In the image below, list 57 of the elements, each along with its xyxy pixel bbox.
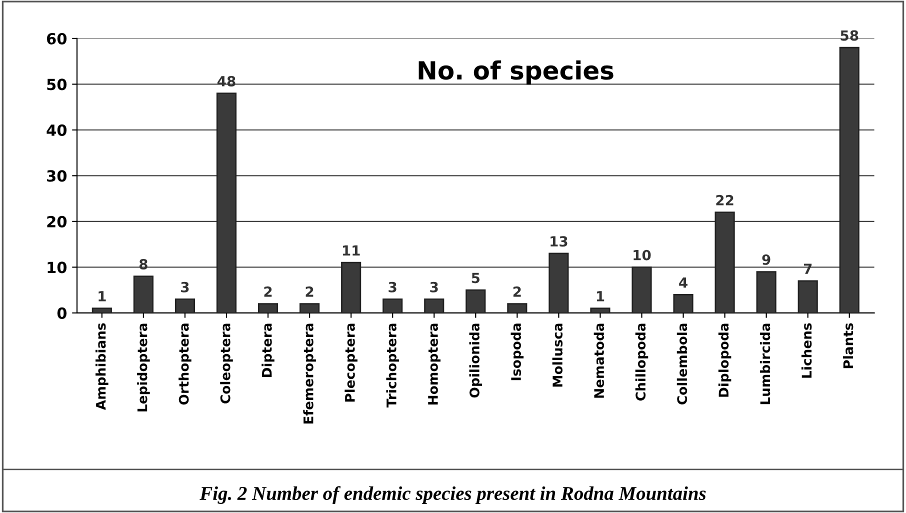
data-label: 2 bbox=[264, 286, 272, 297]
data-label: 22 bbox=[716, 194, 734, 206]
bar bbox=[174, 298, 196, 313]
data-label: 2 bbox=[513, 286, 521, 297]
data-label: 3 bbox=[181, 282, 189, 292]
bar bbox=[424, 298, 444, 313]
x-tick-label: Plants bbox=[842, 323, 854, 368]
x-tick-label: Lichens bbox=[801, 323, 812, 378]
x-tick-label: Isopoda bbox=[510, 324, 524, 380]
data-label: 3 bbox=[430, 282, 438, 292]
x-tick-label: Diptera bbox=[262, 324, 274, 378]
data-label: 58 bbox=[840, 30, 858, 41]
x-tick-label: Trichoptera bbox=[386, 324, 399, 408]
caption: Fig. 2 Number of endemic species present in Rodna Mountains bbox=[200, 486, 706, 504]
data-label: 5 bbox=[472, 272, 480, 284]
bar bbox=[590, 308, 610, 313]
x-tick-label: Amphibians bbox=[96, 323, 108, 410]
data-label: 2 bbox=[306, 286, 314, 297]
text: No. of species bbox=[418, 60, 614, 85]
y-tick-label: 0 bbox=[57, 307, 67, 319]
bar bbox=[300, 303, 320, 313]
y-tick-label: 60 bbox=[46, 32, 67, 44]
x-tick-label: Diplopoda bbox=[718, 324, 732, 397]
data-label: 13 bbox=[550, 236, 568, 247]
bar bbox=[382, 298, 403, 313]
data-label: 1 bbox=[596, 291, 604, 302]
y-tick-label: 50 bbox=[47, 78, 67, 90]
bar bbox=[756, 271, 776, 313]
x-tick-label: Lumbircida bbox=[760, 324, 770, 404]
x-tick-label: Orthoptera bbox=[178, 324, 192, 405]
x-tick-label: Nematoda bbox=[594, 324, 604, 398]
bar bbox=[133, 276, 154, 313]
y-tick-label: 40 bbox=[46, 124, 67, 136]
bar bbox=[466, 289, 486, 313]
x-tick-label: Homoptera bbox=[428, 324, 441, 404]
y-tick-label: 30 bbox=[47, 170, 67, 182]
data-label: 4 bbox=[679, 277, 688, 288]
x-tick-label: Coleoptera bbox=[220, 324, 233, 404]
bar bbox=[258, 303, 278, 313]
x-tick-label: Efemeroptera bbox=[303, 324, 316, 424]
data-label: 10 bbox=[634, 250, 651, 260]
data-label: 1 bbox=[98, 291, 106, 302]
y-tick-label: 10 bbox=[48, 262, 67, 274]
bar bbox=[673, 294, 694, 313]
x-tick-label: Mollusca bbox=[552, 324, 563, 387]
x-tick-label: Opilionida bbox=[469, 324, 482, 398]
y-tick-label: 20 bbox=[47, 216, 67, 228]
bar bbox=[798, 280, 818, 313]
data-label: 3 bbox=[388, 282, 396, 292]
bar bbox=[507, 303, 528, 313]
x-tick-label: Lepidoptera bbox=[137, 324, 150, 412]
data-label: 9 bbox=[762, 254, 770, 265]
bar bbox=[92, 308, 112, 313]
data-label: 11 bbox=[342, 245, 360, 256]
x-tick-label: Collembola bbox=[676, 324, 688, 404]
x-tick-label: Chillopoda bbox=[635, 324, 648, 401]
x-tick-label: Plecoptera bbox=[344, 324, 358, 402]
